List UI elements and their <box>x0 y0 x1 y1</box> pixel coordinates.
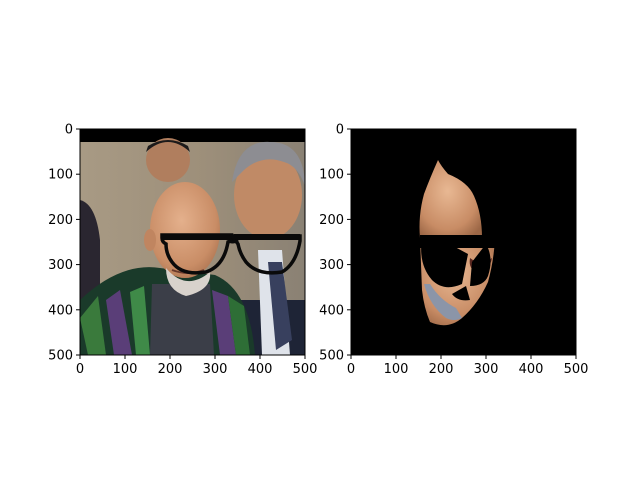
right-y-tick-label: 200 <box>319 213 344 228</box>
left-y-tick-label: 300 <box>48 258 73 273</box>
left-y-tick-label: 0 <box>65 123 73 138</box>
left-image-panel <box>80 129 305 355</box>
right-x-tick-label: 100 <box>384 362 409 377</box>
glasses-overlay <box>160 233 302 275</box>
left-axes-frame <box>79 128 306 356</box>
right-x-tick-label: 500 <box>564 362 589 377</box>
right-axes-frame <box>350 128 577 356</box>
left-y-tick-label: 200 <box>48 213 73 228</box>
left-x-tick-label: 100 <box>113 362 138 377</box>
right-x-tick-label: 400 <box>519 362 544 377</box>
left-y-tick-label: 400 <box>48 303 73 318</box>
left-x-tick-label: 300 <box>203 362 228 377</box>
segmented-face-image <box>351 129 576 355</box>
left-y-tick-label: 100 <box>48 168 73 183</box>
left-x-tick-label: 0 <box>76 362 84 377</box>
right-y-tick-label: 100 <box>319 168 344 183</box>
left-y-tick-label: 500 <box>48 349 73 364</box>
photo-image <box>80 129 305 355</box>
left-x-tick-label: 200 <box>158 362 183 377</box>
right-y-tick-label: 500 <box>319 349 344 364</box>
right-y-tick-label: 300 <box>319 258 344 273</box>
left-x-tick-label: 500 <box>293 362 318 377</box>
right-x-tick-label: 200 <box>429 362 454 377</box>
left-x-tick-label: 400 <box>248 362 273 377</box>
right-x-tick-label: 300 <box>474 362 499 377</box>
right-x-tick-label: 0 <box>347 362 355 377</box>
right-y-tick-label: 0 <box>336 123 344 138</box>
right-image-panel <box>351 129 576 355</box>
right-y-tick-label: 400 <box>319 303 344 318</box>
